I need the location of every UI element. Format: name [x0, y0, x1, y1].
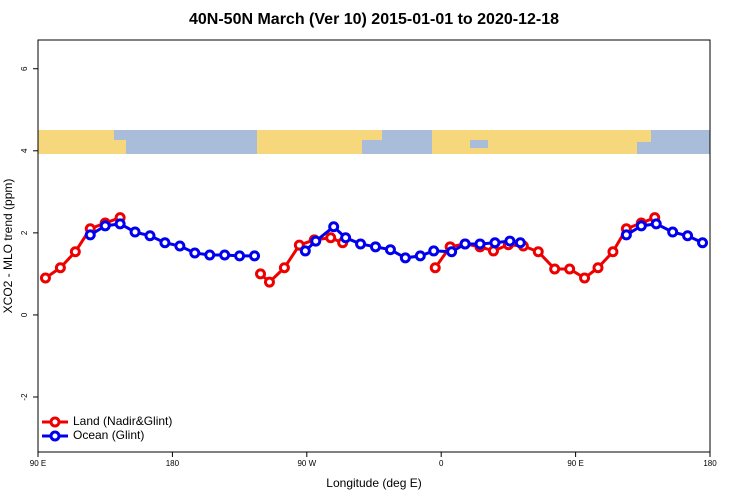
legend-label: Land (Nadir&Glint) — [73, 414, 172, 428]
point — [369, 241, 381, 253]
point — [487, 245, 499, 257]
point — [592, 262, 604, 274]
point — [489, 237, 501, 249]
point — [429, 262, 441, 274]
point — [99, 220, 111, 232]
point — [635, 220, 647, 232]
point — [69, 246, 81, 258]
point — [219, 249, 231, 261]
point — [204, 249, 216, 261]
point — [255, 268, 267, 280]
point — [84, 229, 96, 241]
legend-label: Ocean (Glint) — [73, 428, 144, 442]
point — [328, 221, 340, 233]
x-tick-label: 90 E — [567, 459, 583, 468]
x-axis-label: Longitude (deg E) — [326, 476, 421, 490]
point — [355, 238, 367, 250]
point — [399, 252, 411, 264]
point — [39, 272, 51, 284]
y-tick-label: 6 — [20, 66, 29, 71]
y-tick-label: -2 — [20, 393, 29, 401]
point — [504, 235, 516, 247]
x-tick-label: 180 — [166, 459, 180, 468]
point — [299, 245, 311, 257]
point — [514, 237, 526, 249]
point — [414, 250, 426, 262]
point — [144, 230, 156, 242]
point — [310, 235, 322, 247]
y-tick-label: 2 — [20, 230, 29, 235]
point — [384, 244, 396, 256]
y-axis-label: XCO2 - MLO trend (ppm) — [1, 179, 15, 314]
point — [532, 246, 544, 258]
point — [159, 237, 171, 249]
x-tick-label: 90 W — [297, 459, 316, 468]
legend-marker — [49, 416, 61, 428]
point — [682, 230, 694, 242]
point — [263, 276, 275, 288]
x-tick-label: 90 E — [30, 459, 46, 468]
y-tick-label: 0 — [20, 312, 29, 317]
point — [129, 226, 141, 238]
point — [278, 262, 290, 274]
x-tick-label: 0 — [439, 459, 444, 468]
point — [325, 232, 337, 244]
point — [474, 238, 486, 250]
legend-marker — [49, 430, 61, 442]
plot-frame — [37, 39, 711, 453]
y-tick-label: 4 — [20, 148, 29, 153]
point — [340, 232, 352, 244]
point — [607, 246, 619, 258]
point — [697, 237, 709, 249]
point — [174, 240, 186, 252]
point — [667, 226, 679, 238]
point — [114, 218, 126, 230]
point — [579, 272, 591, 284]
point — [564, 263, 576, 275]
map-band — [38, 130, 710, 154]
chart-title: 40N-50N March (Ver 10) 2015-01-01 to 202… — [189, 11, 559, 28]
point — [234, 250, 246, 262]
point — [549, 263, 561, 275]
point — [54, 262, 66, 274]
point — [459, 238, 471, 250]
point — [249, 250, 261, 262]
point — [620, 229, 632, 241]
x-tick-label: 180 — [703, 459, 717, 468]
point — [650, 218, 662, 230]
point — [446, 246, 458, 258]
point — [189, 247, 201, 259]
point — [428, 245, 440, 257]
